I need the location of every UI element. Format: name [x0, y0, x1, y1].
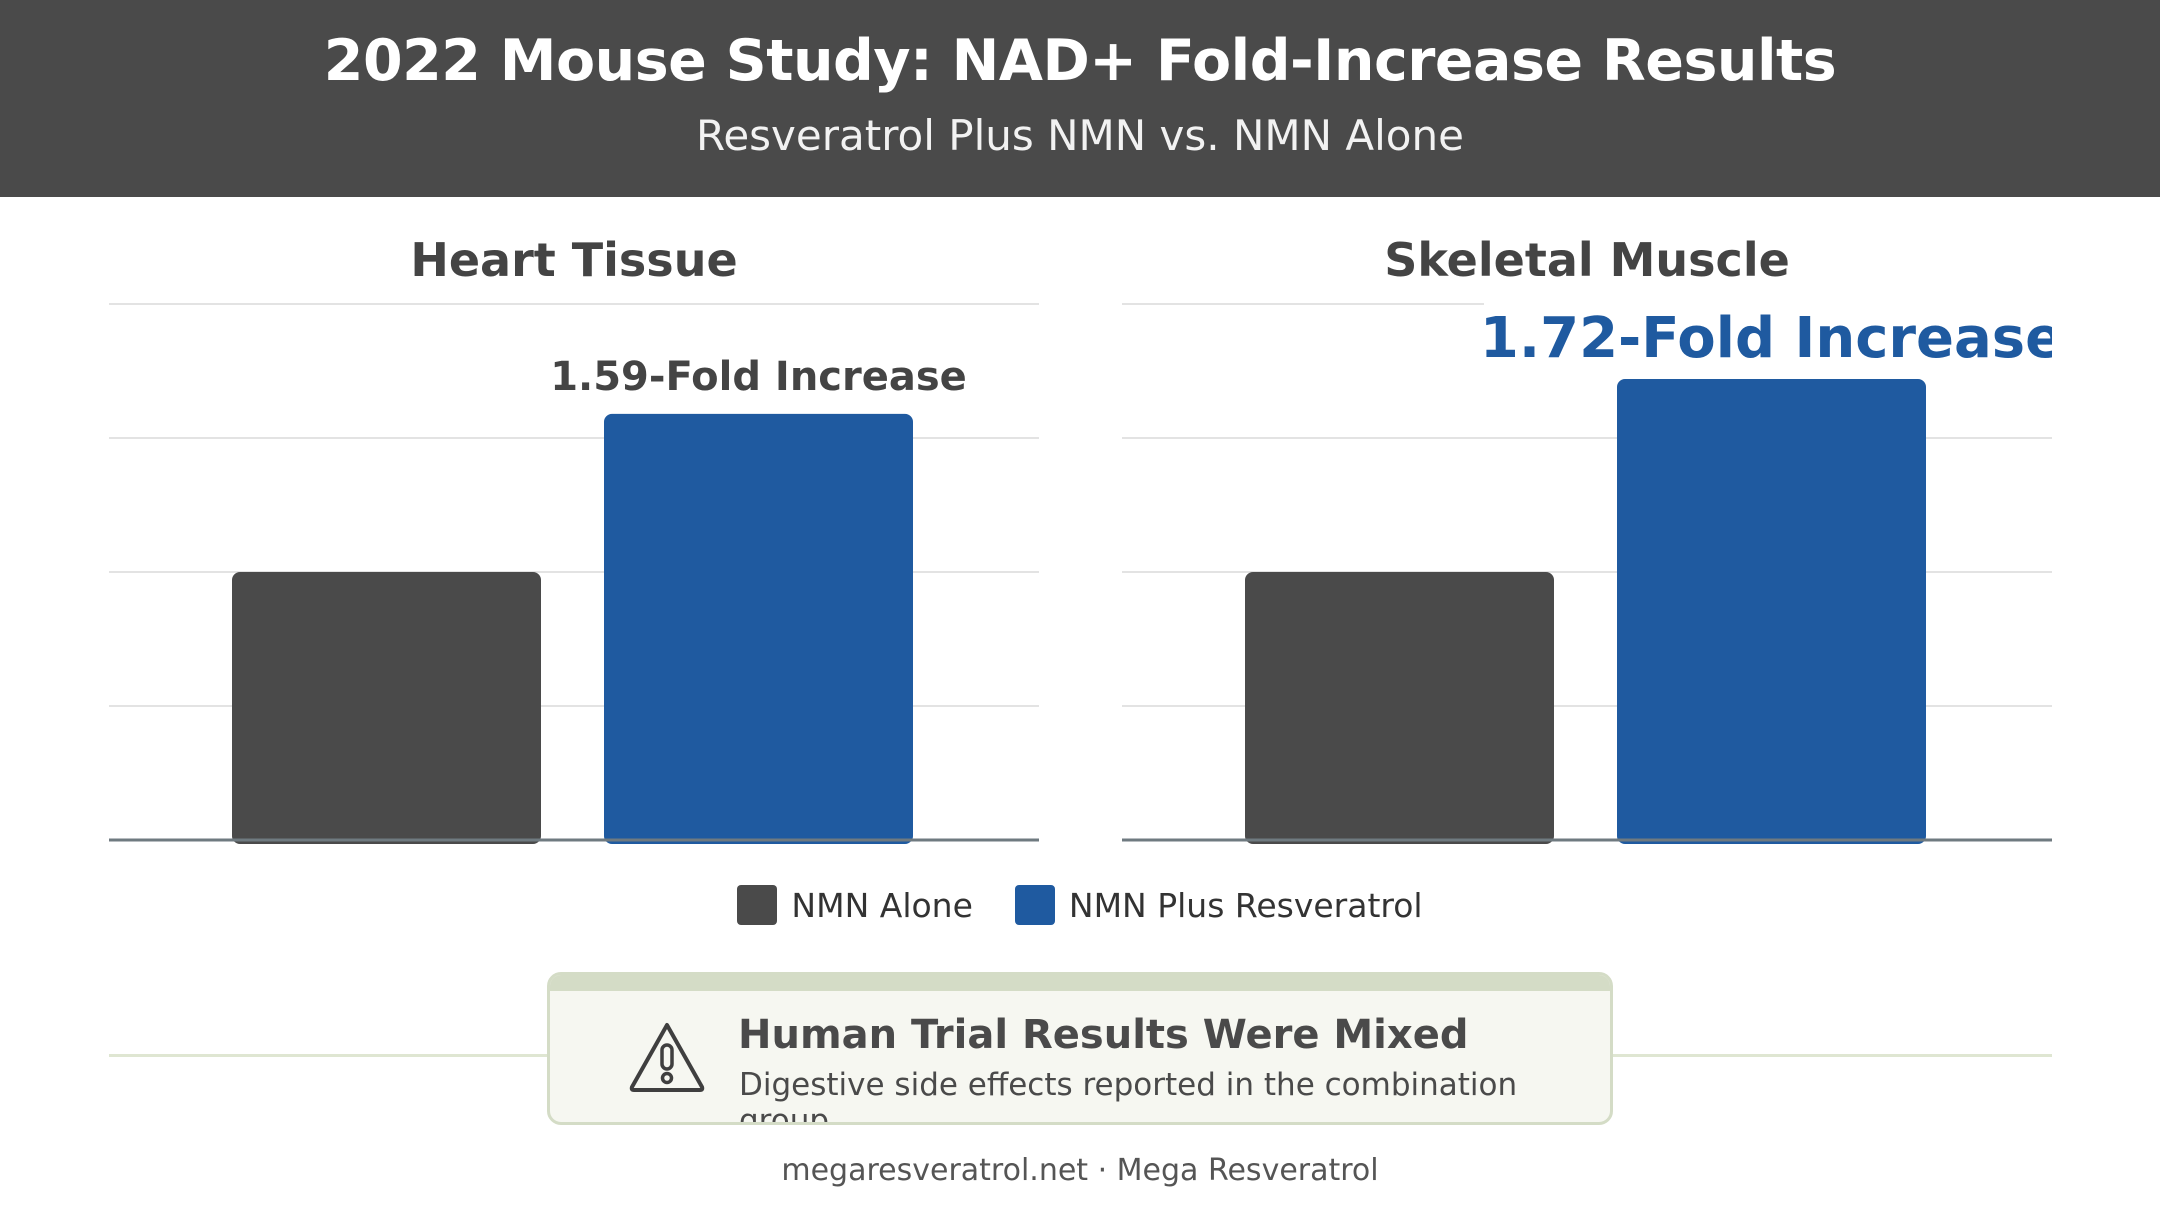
panel-title-skeletal-muscle: Skeletal Muscle — [1384, 233, 1790, 287]
header-banner: 2022 Mouse Study: NAD+ Fold-Increase Res… — [0, 0, 2160, 197]
heart-tissue-panel: Heart Tissue 1.59-Fold Increase — [109, 197, 1039, 857]
heart-tissue-data-label: 1.59-Fold Increase — [550, 354, 967, 400]
legend-label-nmn-alone: NMN Alone — [791, 885, 973, 925]
legend-swatch-nmn-alone — [737, 885, 778, 925]
skeletal-muscle-chart: 1.72-Fold Increase — [1122, 303, 2052, 844]
panel-title-heart-tissue: Heart Tissue — [410, 233, 738, 287]
footer-credit: megaresveratrol.net · Mega Resveratrol — [781, 1153, 1379, 1188]
skeletal-muscle-bar-nmn-alone — [1245, 572, 1554, 844]
page-subtitle: Resveratrol Plus NMN vs. NMN Alone — [696, 111, 1464, 160]
skeletal-muscle-panel: Skeletal Muscle 1.72-Fold Increase — [1122, 197, 2052, 857]
warning-triangle-icon — [629, 1023, 705, 1092]
legend-label-nmn-plus-resveratrol: NMN Plus Resveratrol — [1068, 885, 1423, 925]
callout-top-band — [550, 975, 1610, 991]
heart-tissue-bar-nmn-plus-resveratrol — [604, 413, 913, 844]
callout-title: Human Trial Results Were Mixed — [738, 1012, 1469, 1058]
legend-item-nmn-alone: NMN Alone — [737, 885, 973, 925]
page-title: 2022 Mouse Study: NAD+ Fold-Increase Res… — [323, 28, 1837, 94]
legend-item-nmn-plus-resveratrol: NMN Plus Resveratrol — [1014, 885, 1423, 925]
callout-subtitle: Digestive side effects reported in the c… — [739, 1067, 1518, 1125]
legend: NMN Alone NMN Plus Resveratrol — [0, 885, 2160, 925]
skeletal-muscle-bar-nmn-plus-resveratrol — [1617, 379, 1926, 844]
callout-divider-right — [1611, 1054, 2052, 1057]
skeletal-muscle-data-label: 1.72-Fold Increase — [1480, 306, 2052, 371]
heart-tissue-chart: 1.59-Fold Increase — [109, 303, 1039, 844]
heart-tissue-bar-nmn-alone — [232, 572, 541, 844]
legend-swatch-nmn-plus-resveratrol — [1014, 885, 1055, 925]
callout-divider-left — [109, 1054, 549, 1057]
warning-callout: Human Trial Results Were Mixed Digestive… — [547, 972, 1613, 1125]
